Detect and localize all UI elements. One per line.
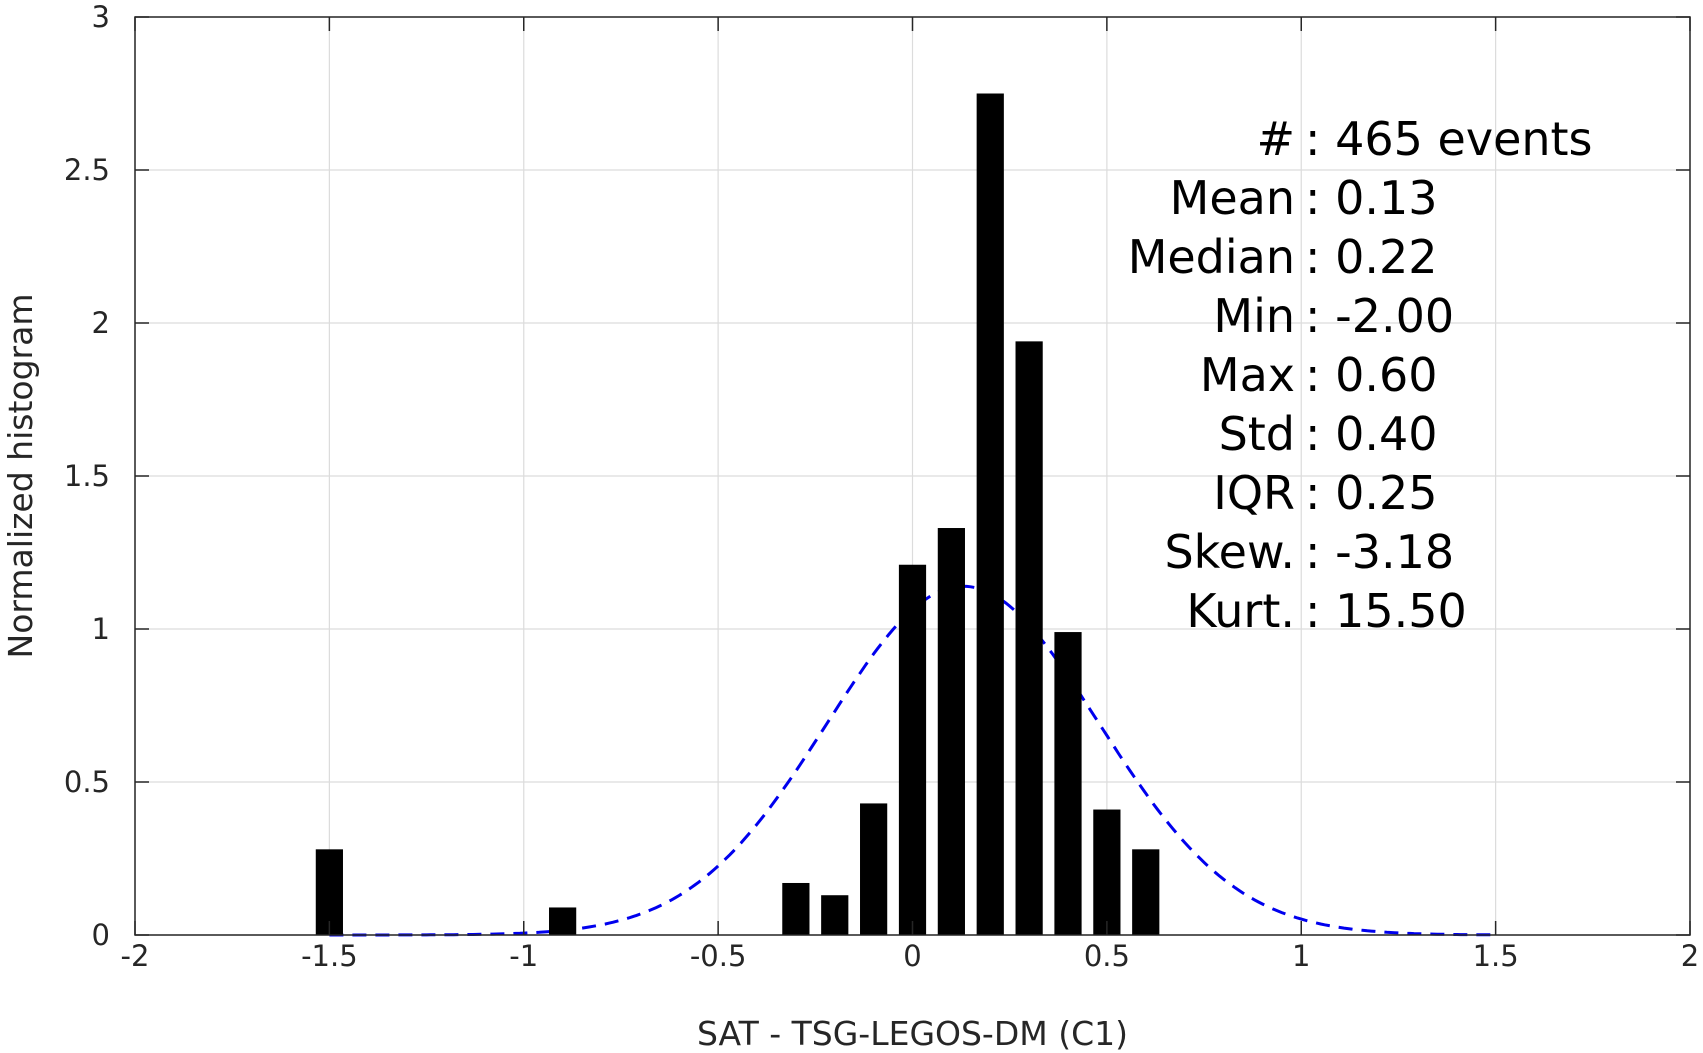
stat-value: : 465 events (1305, 112, 1593, 166)
histogram-bar (976, 93, 1004, 935)
stat-value: : 0.25 (1305, 466, 1438, 520)
y-tick-label: 3 (92, 0, 110, 34)
histogram-bar (937, 528, 965, 935)
histogram-bar (821, 895, 849, 935)
y-axis-label: Normalized histogram (1, 294, 40, 659)
stat-label: # (1256, 112, 1295, 166)
x-tick-label: -0.5 (690, 939, 747, 973)
x-tick-label: 2 (1681, 939, 1699, 973)
x-tick-label: 1 (1292, 939, 1310, 973)
stat-label: Max (1200, 348, 1295, 402)
stat-value: : 0.13 (1305, 171, 1438, 225)
y-tick-label: 2.5 (64, 153, 110, 187)
y-tick-label: 2 (92, 306, 110, 340)
stat-label: IQR (1213, 466, 1295, 520)
stat-value: : 0.22 (1305, 230, 1438, 284)
x-tick-label: 0.5 (1084, 939, 1130, 973)
histogram-bar (1132, 849, 1160, 935)
x-tick-label: 1.5 (1473, 939, 1519, 973)
histogram-bar (315, 849, 343, 935)
y-tick-label: 1.5 (64, 459, 110, 493)
stat-label: Median (1128, 230, 1295, 284)
x-tick-label: 0 (903, 939, 921, 973)
tick-labels: -2 -1.5 -1 -0.5 0 0.5 1 1.5 2 0 0.5 1 1.5 2 2.5 3 (64, 0, 1699, 973)
histogram-bar (549, 907, 577, 935)
stat-label: Std (1219, 407, 1295, 461)
histogram-bar (1054, 632, 1082, 935)
x-tick-label: -1.5 (301, 939, 358, 973)
stat-label: Skew. (1164, 525, 1295, 579)
axis-ticks (134, 16, 1691, 936)
y-tick-label: 1 (92, 612, 110, 646)
stat-value: : 15.50 (1305, 584, 1467, 638)
stat-label: Min (1213, 289, 1295, 343)
stat-label: Mean (1170, 171, 1295, 225)
histogram-bar (1015, 341, 1043, 935)
y-tick-label: 0 (92, 918, 110, 952)
histogram-bar (1093, 809, 1121, 935)
stat-value: : -3.18 (1305, 525, 1454, 579)
stat-label: Kurt. (1186, 584, 1295, 638)
x-axis-label: SAT - TSG-LEGOS-DM (C1) (697, 1014, 1128, 1053)
bars (315, 93, 1160, 935)
histogram-bar (898, 564, 927, 935)
stat-value: : 0.60 (1305, 348, 1438, 402)
x-tick-label: -1 (509, 939, 538, 973)
stat-value: : -2.00 (1305, 289, 1454, 343)
histogram-bar (860, 803, 888, 935)
stat-value: : 0.40 (1305, 407, 1438, 461)
histogram-bar (782, 882, 810, 935)
x-tick-label: -2 (121, 939, 150, 973)
y-tick-label: 0.5 (64, 765, 110, 799)
